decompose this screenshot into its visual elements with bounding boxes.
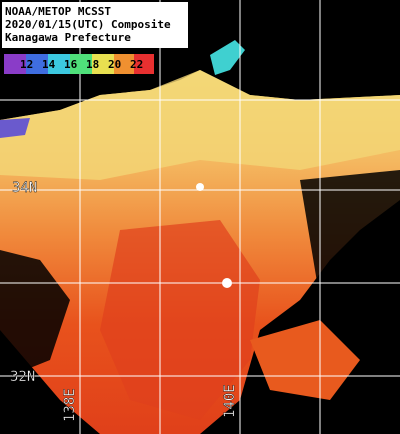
colorbar: 12 14 16 18 20 22 — [4, 54, 154, 74]
colorbar-label: 20 — [108, 58, 121, 71]
colorbar-swatch — [134, 54, 154, 74]
island — [196, 183, 204, 191]
warm-patch — [250, 320, 360, 400]
lake — [210, 40, 245, 75]
latitude-label: 34N — [12, 180, 37, 196]
colorbar-swatch — [92, 54, 114, 74]
colorbar-swatch — [70, 54, 92, 74]
warm-coastal-band — [0, 70, 400, 180]
longitude-label: 140E — [222, 384, 238, 418]
cold-water — [0, 118, 30, 138]
kuroshio-band — [100, 220, 260, 420]
header-line: 2020/01/15(UTC) Composite — [5, 18, 171, 31]
colorbar-label: 14 — [42, 58, 56, 71]
longitude-label: 138E — [62, 388, 78, 422]
header-box — [2, 2, 188, 48]
colorbar-swatch — [26, 54, 48, 74]
colorbar-label: 12 — [20, 58, 33, 71]
header-line: Kanagawa Prefecture — [5, 31, 131, 44]
latitude-label: 32N — [10, 369, 35, 385]
colorbar-label: 22 — [130, 58, 143, 71]
header-line: NOAA/METOP MCSST — [5, 5, 111, 18]
colorbar-label: 18 — [86, 58, 99, 71]
colorbar-swatch — [48, 54, 70, 74]
colorbar-swatch — [114, 54, 134, 74]
colorbar-swatch — [4, 54, 26, 74]
colorbar-label: 16 — [64, 58, 78, 71]
